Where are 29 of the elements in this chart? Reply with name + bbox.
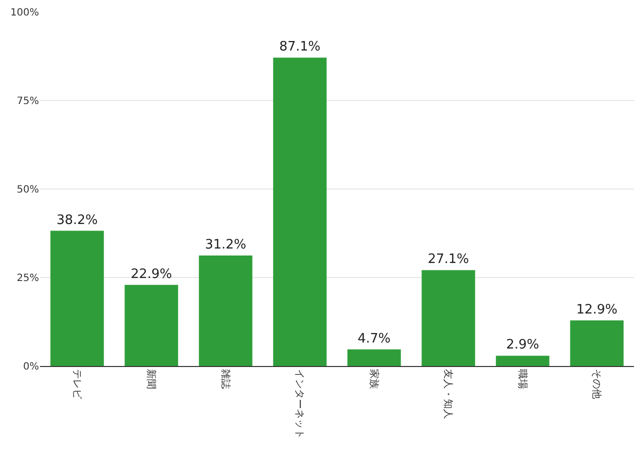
- data-label: 31.2%: [204, 238, 246, 253]
- data-label: 22.9%: [130, 266, 172, 282]
- y-tick-label: 75%: [16, 96, 39, 107]
- bar: [198, 256, 252, 366]
- bar: [273, 58, 327, 366]
- x-tick-label: 雑誌: [219, 369, 232, 389]
- x-tick-label: テレビ: [70, 369, 82, 400]
- bar: [422, 270, 476, 366]
- y-tick-label: 0%: [23, 362, 39, 372]
- data-label: 12.9%: [576, 302, 618, 318]
- data-label: 4.7%: [358, 331, 391, 346]
- x-tick-label: その他: [590, 369, 603, 399]
- data-label: 38.2%: [56, 212, 98, 228]
- x-tick-label: 友人・知人: [442, 369, 454, 419]
- bar: [347, 349, 401, 366]
- data-label: 27.1%: [428, 252, 470, 268]
- x-tick-label: 職場: [516, 369, 528, 389]
- y-tick-label: 25%: [16, 273, 39, 284]
- bar: [496, 356, 550, 366]
- x-tick-label: 家族: [368, 369, 380, 389]
- bar: [570, 320, 624, 366]
- y-tick-label: 50%: [16, 184, 39, 196]
- x-tick-label: 新聞: [145, 369, 158, 389]
- bar: [124, 284, 178, 366]
- data-label: 2.9%: [506, 338, 540, 353]
- data-label: 87.1%: [279, 40, 321, 55]
- bar: [50, 230, 104, 366]
- y-tick-label: 100%: [10, 8, 39, 18]
- x-tick-label: インターネット: [294, 369, 305, 439]
